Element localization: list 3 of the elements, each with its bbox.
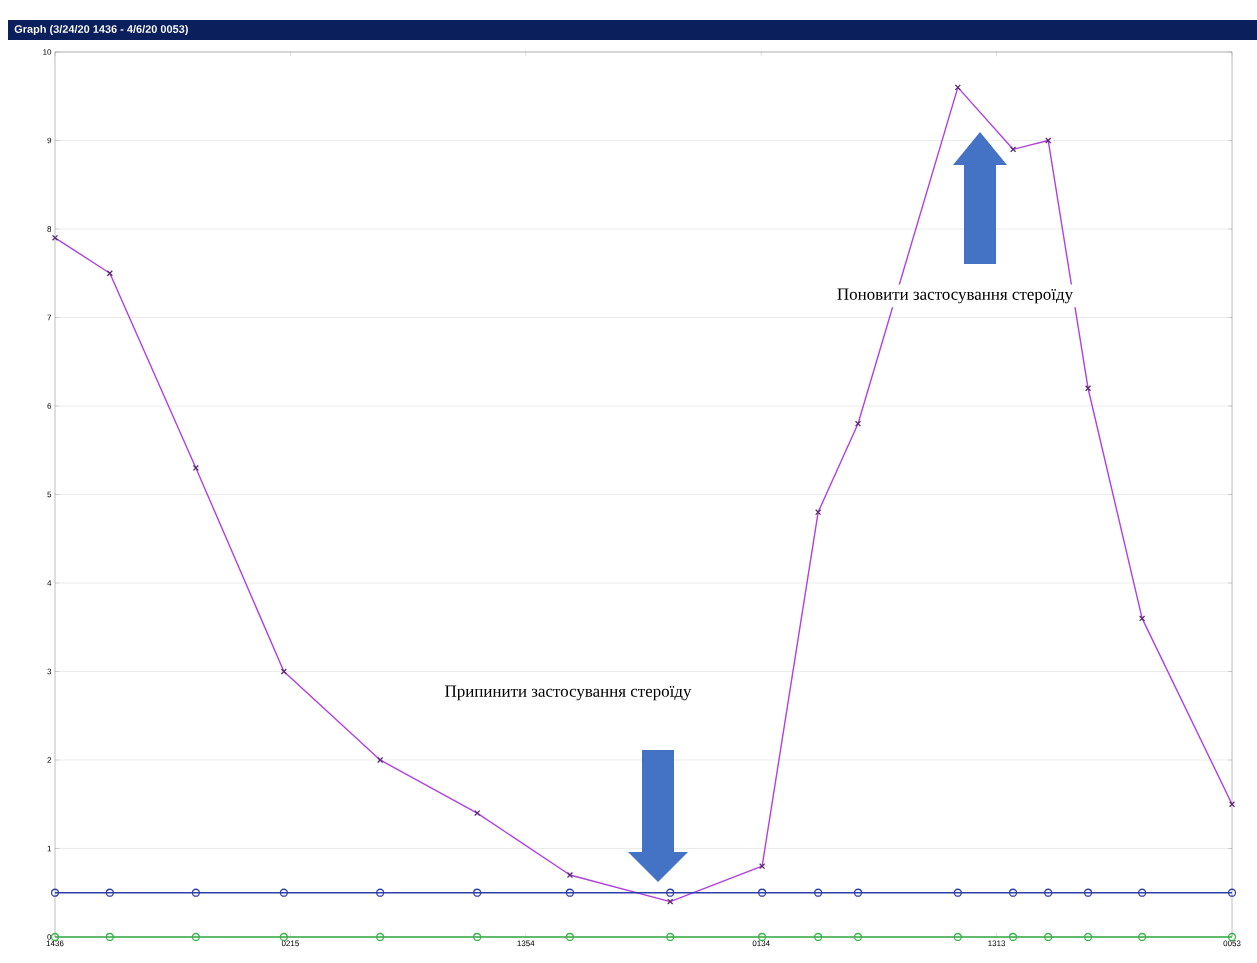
annotation: Поновити застосування стероїду: [837, 288, 1074, 304]
chart-title: Graph (3/24/20 1436 - 4/6/20 0053): [14, 24, 188, 36]
annotation: Припинити застосування стероїду: [445, 685, 692, 701]
